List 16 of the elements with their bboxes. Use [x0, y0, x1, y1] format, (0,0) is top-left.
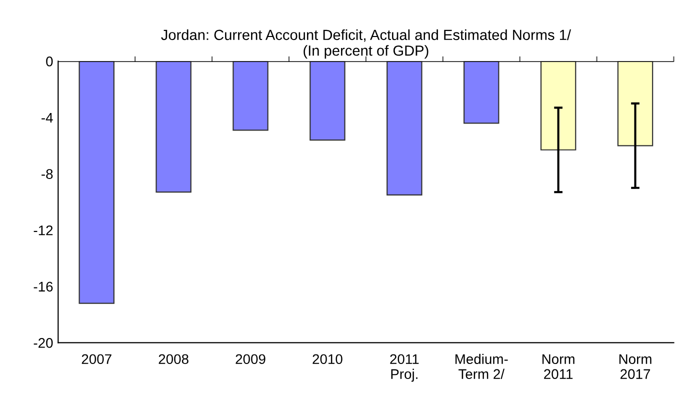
chart-title: Jordan: Current Account Deficit, Actual and Estimated Norms 1/	[161, 29, 572, 42]
x-tick-label: 2009	[236, 354, 266, 364]
x-tick-label: Norm 2011	[542, 354, 574, 379]
x-tick-label: 2010	[312, 354, 342, 364]
x-tick-label: 2008	[158, 354, 188, 364]
x-tick-label: Medium- Term 2/	[455, 354, 508, 379]
y-tick-label: -4	[42, 112, 53, 123]
y-tick-label: -20	[34, 338, 53, 348]
y-tick-label: -8	[42, 169, 53, 179]
y-tick-label: -16	[34, 282, 53, 292]
x-tick-label: Norm 2017	[619, 354, 652, 379]
x-tick-label: 2011 Proj.	[390, 354, 419, 382]
y-tick-label: 0	[46, 56, 53, 66]
chart-subtitle: (In percent of GDP)	[304, 45, 428, 59]
x-tick-label: 2007	[82, 354, 112, 364]
y-tick-label: -12	[34, 225, 53, 236]
